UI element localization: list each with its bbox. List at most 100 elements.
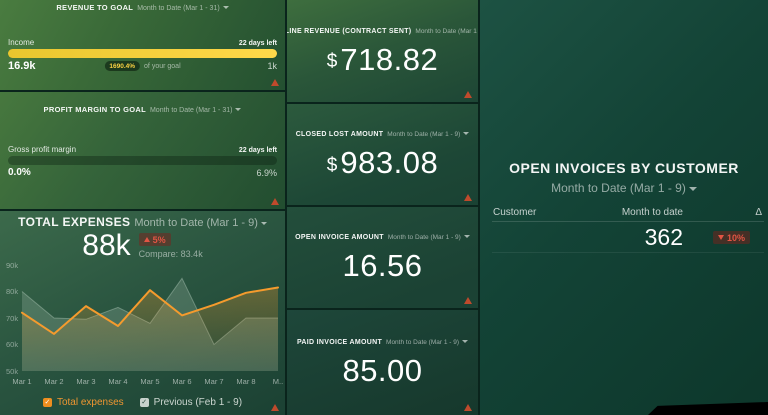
panel-title: PAID INVOICE AMOUNT	[296, 339, 383, 346]
metric-value-group: 16.56	[342, 250, 422, 281]
metric-value: 88k	[82, 229, 131, 262]
warning-triangle-icon[interactable]	[464, 404, 472, 411]
date-range-selector[interactable]: Month to Date (Mar 1 - 9)	[415, 28, 478, 35]
panel-header: PAID INVOICE AMOUNT Month to Date (Mar 1…	[296, 339, 469, 346]
checkbox-checked-icon[interactable]: ✓	[139, 398, 149, 407]
y-axis-tick-label: 90k	[6, 260, 19, 270]
panel-title: PROFIT MARGIN TO GOAL	[43, 105, 146, 114]
panel-header: PROFIT MARGIN TO GOAL Month to Date (Mar…	[0, 105, 285, 114]
total-expenses-area	[22, 287, 278, 371]
metric-label: Gross profit margin	[8, 145, 77, 154]
total-expenses-line	[21, 286, 279, 335]
table-divider	[492, 221, 764, 222]
metric-label: Income	[8, 38, 35, 47]
panel-title: PIPELINE REVENUE (CONTRACT SENT)	[287, 27, 412, 35]
warning-triangle-icon[interactable]	[464, 91, 472, 98]
legend-item-total-expenses[interactable]: ✓ Total expenses	[42, 397, 124, 408]
panel-revenue-to-goal: REVENUE TO GOAL Month to Date (Mar 1 - 3…	[0, 0, 285, 90]
currency-symbol: $	[326, 154, 338, 176]
panel-title: OPEN INVOICE AMOUNT	[295, 234, 384, 241]
x-axis-tick-label: Mar 2	[44, 377, 64, 386]
legend-label: Total expenses	[56, 397, 124, 408]
panel-title: CLOSED LOST AMOUNT	[295, 131, 384, 138]
chevron-down-icon	[260, 222, 267, 225]
metric-value-group: 85.00	[342, 355, 422, 386]
date-range-selector[interactable]: Month to Date (Mar 1 - 9)	[134, 217, 267, 229]
delta-badge: 5%	[138, 233, 171, 246]
progress-values-row: 16.9k 1690.4% of your goal 1k	[8, 60, 277, 72]
warning-triangle-icon[interactable]	[464, 297, 472, 304]
date-range-selector[interactable]: Month to Date (Mar 1 - 9)	[387, 131, 470, 138]
screen-corner-cutout	[648, 402, 768, 415]
warning-triangle-icon[interactable]	[271, 404, 279, 411]
y-axis-tick-label: 80k	[6, 287, 19, 296]
progress-track	[8, 156, 277, 165]
legend-label: Previous (Feb 1 - 9)	[153, 397, 243, 408]
panel-header: PIPELINE REVENUE (CONTRACT SENT) Month t…	[287, 28, 478, 35]
delta-group: 5% Compare: 83.4k	[138, 231, 203, 261]
panel-open-invoices-by-customer: OPEN INVOICES BY CUSTOMER Month to Date …	[480, 0, 768, 415]
x-axis-tick-label: Mar 1	[12, 377, 32, 386]
checkbox-checked-icon[interactable]: ✓	[42, 398, 52, 407]
x-axis-tick-label: Mar 5	[140, 377, 160, 386]
panel-total-expenses: TOTAL EXPENSES Month to Date (Mar 1 - 9)…	[0, 211, 285, 415]
chart-legend: ✓ Total expenses ✓ Previous (Feb 1 - 9)	[0, 397, 285, 408]
panel-paid-invoice-amount: PAID INVOICE AMOUNT Month to Date (Mar 1…	[287, 310, 478, 415]
goal-percent-group: 1690.4% of your goal	[104, 61, 181, 71]
date-range-selector[interactable]: Month to Date (Mar 1 - 31)	[150, 107, 242, 114]
goal-row: Income 22 days left	[8, 38, 277, 47]
y-axis-tick-label: 70k	[6, 313, 19, 323]
chevron-down-icon	[463, 235, 470, 238]
x-axis-tick-label: Mar 3	[76, 377, 96, 386]
goal-percent-suffix: of your goal	[144, 62, 181, 70]
goal-value: 1k	[267, 61, 277, 71]
progress-track	[8, 49, 277, 58]
delta-up-icon	[143, 237, 150, 242]
goal-value: 6.9%	[256, 167, 277, 178]
panel-title: REVENUE TO GOAL	[56, 3, 134, 12]
current-value: 0.0%	[8, 167, 31, 178]
date-range-selector[interactable]: Month to Date (Mar 1 - 9)	[386, 339, 469, 346]
warning-triangle-icon[interactable]	[464, 194, 472, 201]
x-axis-tick-label: M..	[272, 377, 284, 386]
metric-value: 718.82	[340, 41, 439, 77]
days-left-label: 22 days left	[238, 40, 277, 47]
panel-header: CLOSED LOST AMOUNT Month to Date (Mar 1 …	[296, 131, 470, 138]
date-range-selector[interactable]: Month to Date (Mar 1 - 9)	[480, 181, 768, 195]
chevron-down-icon	[235, 108, 242, 111]
metric-value: 983.08	[340, 145, 439, 180]
x-axis-tick-label: Mar 8	[236, 377, 256, 386]
column-header-month-to-date: Month to date	[621, 207, 683, 218]
column-header-customer: Customer	[493, 207, 537, 218]
x-axis-tick-label: Mar 4	[108, 377, 128, 386]
panel-title: OPEN INVOICES BY CUSTOMER	[509, 160, 739, 176]
compare-label: Compare: 83.4k	[138, 249, 203, 259]
date-range-selector[interactable]: Month to Date (Mar 1 - 31)	[137, 5, 229, 12]
date-range-selector[interactable]: Month to Date (Mar 1 - 9)	[388, 234, 470, 241]
metric-value-group: $ 718.82	[327, 44, 438, 75]
panel-header: REVENUE TO GOAL Month to Date (Mar 1 - 3…	[0, 3, 285, 12]
revenue-progress-fill	[8, 49, 277, 58]
delta-badge: 10%	[712, 231, 750, 244]
metric-value-group: $ 983.08	[327, 147, 438, 178]
y-axis-tick-label: 60k	[6, 340, 19, 349]
panel-header: OPEN INVOICE AMOUNT Month to Date (Mar 1…	[295, 234, 470, 241]
panel-pipeline-revenue: PIPELINE REVENUE (CONTRACT SENT) Month t…	[287, 0, 478, 102]
current-value: 16.9k	[8, 60, 36, 72]
warning-triangle-icon[interactable]	[271, 79, 279, 86]
metric-value: 16.56	[342, 248, 423, 283]
panel-open-invoice-amount: OPEN INVOICE AMOUNT Month to Date (Mar 1…	[287, 207, 478, 308]
legend-item-previous[interactable]: ✓ Previous (Feb 1 - 9)	[139, 397, 243, 408]
progress-values-row: 0.0% 6.9%	[8, 167, 277, 178]
metric-value: 85.00	[342, 353, 423, 388]
warning-triangle-icon[interactable]	[271, 198, 279, 205]
delta-down-icon	[717, 235, 724, 240]
days-left-label: 22 days left	[238, 147, 277, 154]
panel-title: TOTAL EXPENSES	[18, 215, 131, 229]
panel-header: TOTAL EXPENSES Month to Date (Mar 1 - 9)	[0, 215, 285, 229]
expenses-chart-svg	[21, 277, 279, 371]
column-header-delta: Δ	[755, 207, 762, 218]
expenses-chart: 90k 80k 70k 60k 50k Mar 1 Mar 2 Mar 3 Mar 4 Mar 5…	[0, 259, 285, 399]
goal-percent-badge: 1690.4%	[104, 61, 141, 71]
